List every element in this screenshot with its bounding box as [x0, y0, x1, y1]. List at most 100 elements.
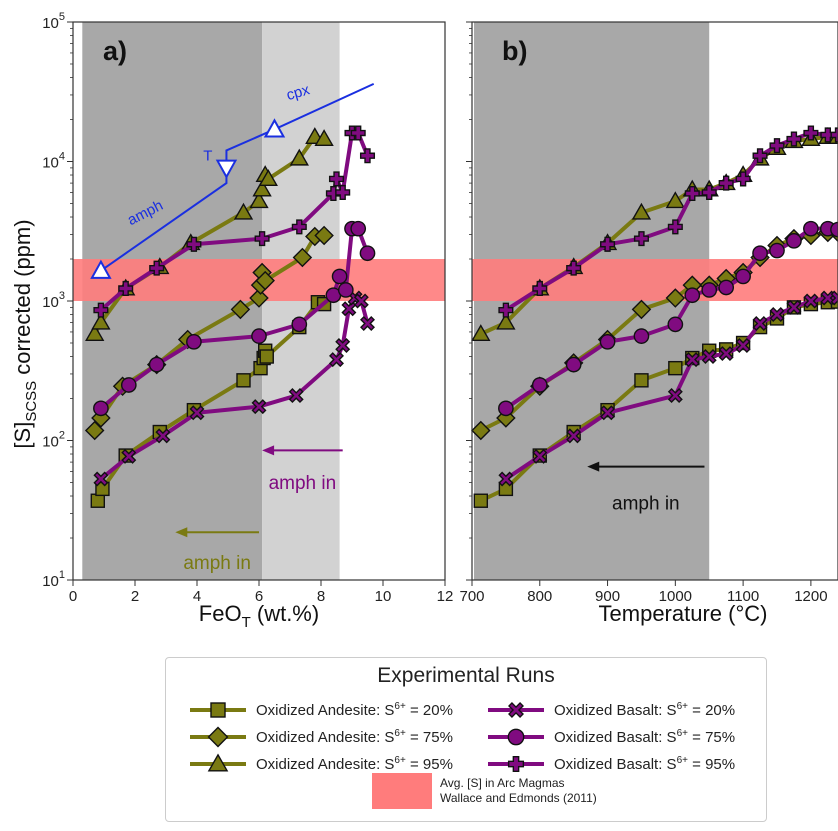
legend-marker [207, 726, 229, 748]
series-basalt-x [93, 290, 375, 487]
data-point [684, 287, 701, 304]
x-tick-label: 700 [459, 588, 484, 605]
legend-arc-band: Avg. [S] in Arc Magmas Wallace and Edmon… [372, 773, 597, 809]
data-point [252, 179, 272, 197]
data-point [684, 352, 700, 368]
data-point [786, 299, 802, 315]
blue-label: T [203, 147, 212, 164]
legend-swatch [488, 755, 544, 773]
data-point [328, 171, 345, 187]
data-point [254, 231, 270, 247]
y-tick-label: 103 [42, 290, 65, 311]
legend-swatch [190, 702, 246, 718]
data-point [631, 299, 652, 320]
data-point [532, 448, 548, 464]
data-point [473, 493, 489, 508]
data-point [566, 260, 582, 276]
data-point [259, 349, 274, 364]
x-axis-label-a-main: FeO [199, 601, 242, 626]
legend-swatch [190, 726, 246, 748]
x-axis-label-a-sub: T [242, 614, 251, 631]
series-basalt-plus [498, 125, 838, 318]
x-tick-label: 8 [317, 588, 325, 605]
data-point [93, 400, 109, 417]
series-line [504, 131, 838, 312]
y-axis-label-main: [S] [10, 422, 35, 449]
y-axis-label: [S]SCSS corrected (ppm) [10, 219, 40, 448]
legend-label: Oxidized Basalt: S6+ = 95% [554, 755, 736, 773]
data-point [335, 184, 351, 200]
plot-frame [471, 21, 838, 581]
series-basalt-x [498, 290, 838, 487]
data-point [633, 328, 650, 344]
legend: Experimental Runs Oxidized Andesite: S6+… [165, 657, 767, 822]
data-point [251, 399, 267, 415]
x-axis-label-a: FeOT (wt.%) [199, 601, 319, 631]
legend-item: Oxidized Andesite: S6+ = 95% [188, 752, 453, 776]
data-point [359, 245, 376, 262]
data-point [251, 328, 267, 344]
data-point [600, 405, 616, 421]
x-tick-label: 4 [193, 588, 201, 605]
data-point [314, 225, 334, 246]
data-point [471, 420, 491, 441]
data-point [769, 307, 785, 323]
data-point [684, 185, 700, 201]
svg-text:FeOT (wt.%): FeOT (wt.%) [199, 601, 319, 631]
data-point [350, 220, 367, 237]
data-point [830, 127, 838, 143]
data-point [752, 148, 768, 164]
data-point [667, 388, 683, 404]
data-point [291, 316, 308, 333]
legend-arc-band-label-1: Avg. [S] in Arc Magmas [440, 776, 565, 790]
y-tick-label: 101 [42, 569, 65, 590]
panel-label: b) [502, 36, 527, 66]
x-tick-label: 2 [131, 588, 139, 605]
data-point [752, 245, 768, 262]
data-point [752, 315, 768, 331]
legend-item: Oxidized Andesite: S6+ = 75% [188, 725, 453, 749]
legend-marker [507, 728, 525, 746]
data-point [93, 471, 109, 487]
amph-in-label: amph in [183, 553, 251, 574]
data-point [735, 268, 751, 285]
amph-in-arrowhead [587, 461, 600, 472]
data-point [236, 373, 251, 388]
data-point [498, 471, 514, 487]
data-point [148, 356, 165, 373]
data-point [233, 202, 254, 220]
data-point [292, 247, 313, 268]
x-tick-label: 6 [255, 588, 263, 605]
legend-swatch [488, 702, 544, 718]
y-tick-label: 102 [42, 430, 65, 451]
y-tick-label: 105 [42, 11, 65, 32]
y-tick-label: 104 [42, 151, 65, 172]
data-point [331, 268, 348, 285]
data-point [329, 352, 344, 368]
data-point [665, 288, 686, 308]
data-point [249, 288, 269, 308]
data-point [667, 316, 684, 333]
blue-triangle-marker [263, 118, 286, 138]
data-point [289, 148, 309, 166]
data-point [803, 293, 819, 309]
data-point [830, 290, 838, 306]
blue-label: cpx [284, 81, 312, 104]
data-point [85, 324, 105, 342]
data-point [566, 428, 582, 444]
data-point [786, 232, 802, 249]
blue-phase-line [100, 82, 375, 272]
data-point [118, 280, 134, 296]
legend-swatch [190, 753, 246, 772]
amph-in-arrowhead [262, 445, 275, 456]
data-point [735, 171, 751, 187]
x-axis-label-a-unit: (wt.%) [251, 601, 319, 626]
data-point [718, 175, 734, 191]
y-axis-label-rest: corrected (ppm) [10, 219, 35, 380]
data-point [90, 493, 106, 508]
data-point [186, 236, 202, 252]
series-basalt-circle [498, 220, 838, 417]
data-point [335, 337, 351, 353]
legend-label: Oxidized Andesite: S6+ = 75% [256, 728, 453, 746]
legend-label: Oxidized Basalt: S6+ = 20% [554, 701, 736, 719]
